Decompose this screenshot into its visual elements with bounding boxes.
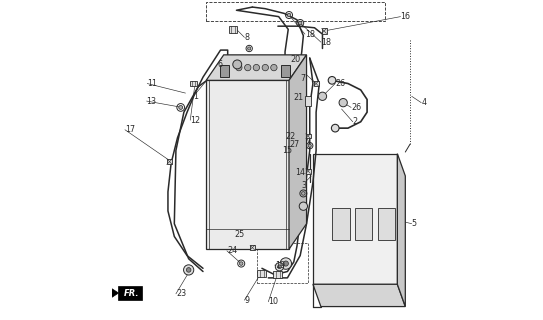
Circle shape: [299, 21, 302, 25]
Circle shape: [318, 92, 327, 100]
Circle shape: [236, 64, 242, 71]
Circle shape: [299, 202, 307, 210]
Text: 23: 23: [176, 289, 186, 298]
Bar: [274, 271, 282, 278]
Circle shape: [328, 76, 336, 84]
Circle shape: [287, 13, 291, 17]
Text: 1: 1: [193, 92, 198, 101]
Bar: [306, 134, 311, 139]
Circle shape: [275, 263, 283, 271]
Text: 14: 14: [295, 168, 305, 177]
Text: 11: 11: [147, 79, 157, 88]
Bar: [118, 286, 142, 300]
Text: 8: 8: [244, 33, 249, 42]
Polygon shape: [206, 55, 307, 80]
Text: 4: 4: [421, 98, 426, 107]
Polygon shape: [206, 80, 289, 249]
Bar: [378, 208, 395, 240]
Circle shape: [244, 64, 251, 71]
Circle shape: [248, 47, 251, 50]
Bar: [313, 81, 319, 86]
Bar: [306, 169, 311, 173]
Text: 17: 17: [125, 125, 135, 134]
Text: 5: 5: [412, 219, 417, 228]
Text: 6: 6: [217, 60, 222, 69]
Circle shape: [179, 106, 182, 109]
Bar: [250, 245, 255, 250]
Polygon shape: [110, 287, 118, 299]
Text: 16: 16: [401, 12, 411, 21]
Bar: [190, 81, 197, 86]
Polygon shape: [397, 154, 405, 307]
Text: 9: 9: [244, 296, 250, 305]
Circle shape: [253, 64, 260, 71]
Circle shape: [339, 99, 348, 107]
Bar: [355, 208, 372, 240]
Circle shape: [186, 268, 191, 272]
Circle shape: [239, 262, 243, 265]
Text: 19: 19: [275, 261, 285, 270]
Text: 7: 7: [300, 74, 305, 83]
Circle shape: [271, 64, 277, 71]
Text: 22: 22: [286, 132, 296, 140]
Circle shape: [262, 64, 268, 71]
Bar: [229, 26, 237, 33]
Text: 18: 18: [321, 38, 331, 47]
Bar: [257, 269, 267, 277]
Bar: [281, 65, 289, 77]
Bar: [305, 96, 311, 106]
Polygon shape: [313, 284, 405, 307]
Text: 25: 25: [235, 230, 245, 239]
Text: 26: 26: [335, 79, 345, 88]
Circle shape: [233, 60, 242, 69]
Text: FR.: FR.: [123, 289, 139, 298]
Text: 3: 3: [302, 181, 307, 190]
Text: 20: 20: [290, 55, 300, 64]
Text: 26: 26: [351, 103, 361, 112]
Polygon shape: [289, 55, 307, 249]
Text: 13: 13: [147, 97, 156, 106]
Circle shape: [283, 261, 288, 266]
Text: 24: 24: [227, 246, 237, 255]
Circle shape: [301, 192, 305, 195]
Bar: [332, 208, 350, 240]
Text: 18: 18: [305, 30, 315, 39]
Bar: [321, 28, 327, 34]
Bar: [167, 159, 173, 164]
Text: 2: 2: [353, 117, 358, 126]
Text: 21: 21: [294, 93, 304, 102]
Polygon shape: [313, 154, 397, 284]
Circle shape: [277, 265, 281, 268]
Text: 27: 27: [289, 140, 299, 148]
Text: 15: 15: [283, 146, 293, 155]
Circle shape: [280, 258, 292, 269]
Circle shape: [184, 265, 194, 275]
Bar: [220, 65, 229, 77]
Text: 10: 10: [268, 297, 279, 306]
Circle shape: [331, 124, 339, 132]
Text: 12: 12: [190, 116, 200, 125]
Circle shape: [308, 144, 311, 147]
